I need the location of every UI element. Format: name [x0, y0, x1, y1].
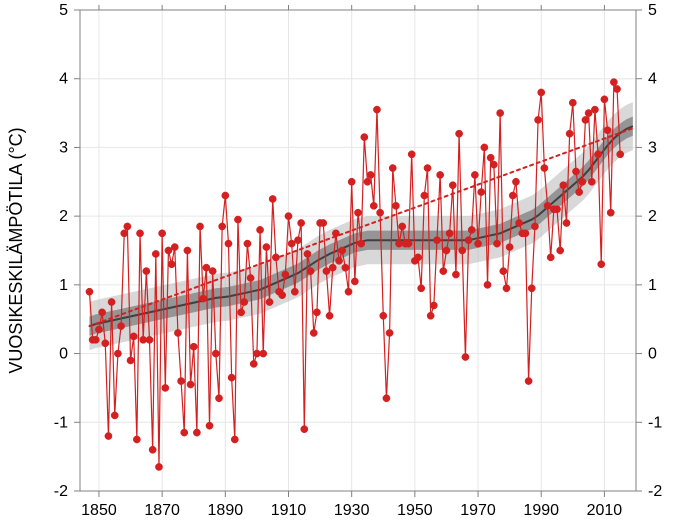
x-tick-label: 1890: [208, 502, 244, 519]
y-tick-label-right: 0: [648, 346, 657, 363]
y-tick-label-right: 4: [648, 71, 657, 88]
y-tick-label-left: -1: [54, 414, 68, 431]
y-tick-label-left: 2: [59, 208, 68, 225]
y-tick-label-left: 1: [59, 277, 68, 294]
y-tick-label-right: 1: [648, 277, 657, 294]
y-tick-label-left: 3: [59, 139, 68, 156]
y-tick-label-left: 0: [59, 346, 68, 363]
y-tick-label-left: 4: [59, 71, 68, 88]
x-tick-label: 1870: [144, 502, 180, 519]
y-tick-label-left: -2: [54, 483, 68, 500]
y-tick-label-left: 5: [59, 2, 68, 19]
x-tick-label: 1930: [334, 502, 370, 519]
y-tick-label-right: -1: [648, 414, 662, 431]
x-tick-label: 1970: [460, 502, 496, 519]
x-tick-label: 1990: [523, 502, 559, 519]
y-tick-label-right: 2: [648, 208, 657, 225]
y-axis-label: VUOSIKESKILÄMPÖTILA (°C): [6, 127, 26, 373]
x-tick-label: 2010: [587, 502, 623, 519]
y-tick-label-right: 5: [648, 2, 657, 19]
x-tick-label: 1910: [271, 502, 307, 519]
y-tick-label-right: -2: [648, 483, 662, 500]
x-tick-label: 1950: [397, 502, 433, 519]
x-tick-label: 1850: [81, 502, 117, 519]
temperature-chart: 185018701890191019301950197019902010-2-2…: [0, 0, 688, 531]
y-tick-label-right: 3: [648, 139, 657, 156]
